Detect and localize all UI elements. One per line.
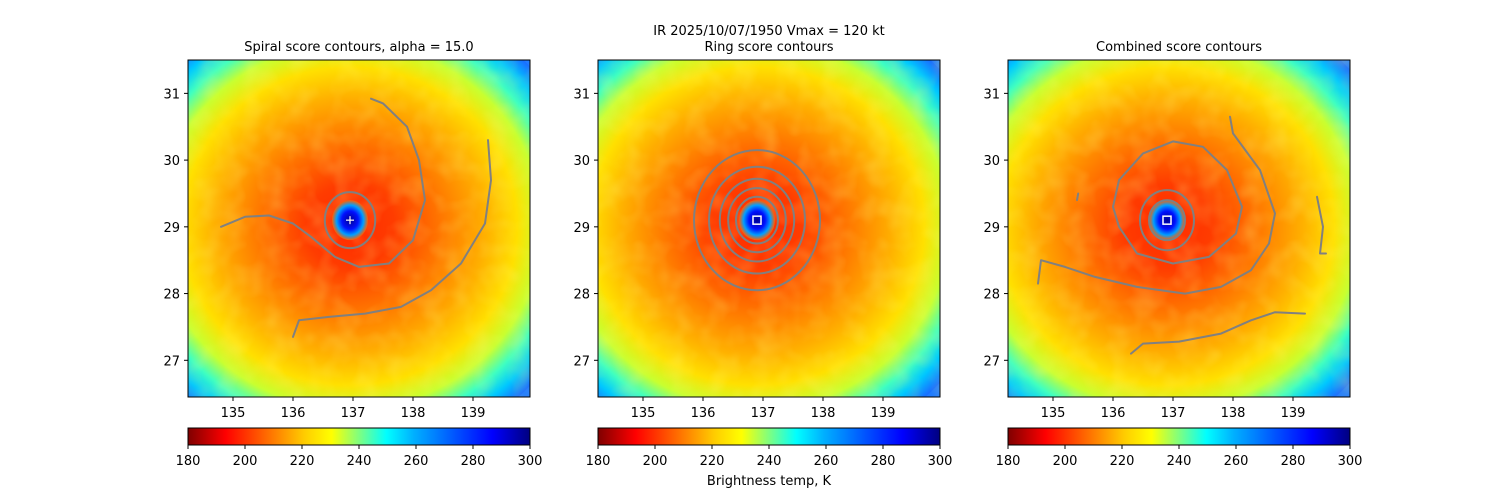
y-tick-label: 30	[163, 154, 180, 169]
storm-eye	[739, 200, 775, 241]
score-contours	[693, 149, 821, 292]
colorbar-tick-label: 200	[1053, 454, 1078, 469]
axes-frame	[1007, 59, 1351, 398]
ir-image	[598, 60, 940, 397]
x-tick-label: 138	[811, 406, 836, 421]
x-tick-label: 138	[401, 406, 426, 421]
y-tick-label: 29	[573, 221, 590, 236]
score-contours	[220, 97, 492, 338]
y-tick-label: 28	[163, 288, 180, 303]
colorbar-tick-label: 180	[586, 454, 611, 469]
y-tick-label: 31	[983, 87, 1000, 102]
contour-ring-3	[718, 177, 796, 263]
colorbar-tick-label: 300	[1338, 454, 1363, 469]
colorbar	[1007, 427, 1351, 446]
colorbar-label: Brightness temp, K	[707, 474, 832, 489]
x-tick-label: 137	[1161, 406, 1186, 421]
colorbar-tick-label: 280	[1281, 454, 1306, 469]
center-marker	[346, 216, 354, 225]
colorbar-tick-label: 200	[643, 454, 668, 469]
center-marker	[752, 215, 762, 225]
colorbar-tick-label: 280	[461, 454, 486, 469]
colorbar-tick-label: 300	[518, 454, 543, 469]
panel-title: Spiral score contours, alpha = 15.0	[244, 40, 473, 55]
x-tick-label: 135	[631, 406, 656, 421]
figure-suptitle: IR 2025/10/07/1950 Vmax = 120 kt	[653, 24, 884, 39]
x-tick-label: 138	[1221, 406, 1246, 421]
x-tick-label: 137	[751, 406, 776, 421]
center-marker	[1162, 215, 1172, 225]
colorbar-tick-label: 240	[1167, 454, 1192, 469]
axes-frame	[597, 59, 941, 398]
x-tick-label: 136	[1101, 406, 1126, 421]
colorbar-tick-label: 180	[996, 454, 1021, 469]
ir-image	[188, 60, 530, 397]
contour-spiral-5	[1316, 195, 1327, 255]
storm-eye	[1149, 200, 1185, 241]
y-tick-label: 28	[573, 288, 590, 303]
contour-ring-3	[323, 191, 377, 250]
colorbar	[597, 427, 941, 446]
colorbar-tick-label: 200	[233, 454, 258, 469]
panel-2: Ring score contours 135 136 137 138 139 27 28 29…	[573, 40, 953, 469]
panel-title: Ring score contours	[704, 40, 833, 55]
x-tick-label: 135	[221, 406, 246, 421]
colorbar-tick-label: 240	[347, 454, 372, 469]
contour-ring-4	[708, 165, 806, 275]
x-tick-label: 137	[341, 406, 366, 421]
colorbar-tick-label: 260	[404, 454, 429, 469]
y-tick-label: 30	[983, 154, 1000, 169]
colorbar-tick-label: 220	[1110, 454, 1135, 469]
colorbar-tick-label: 180	[176, 454, 201, 469]
y-tick-label: 29	[163, 221, 180, 236]
y-tick-label: 31	[573, 87, 590, 102]
contour-spiral-1	[220, 97, 426, 268]
contour-ring-1	[1148, 199, 1186, 242]
colorbar-tick-label: 260	[1224, 454, 1249, 469]
panel-3: Combined score contours 135 136 137 138 139 27…	[983, 40, 1363, 469]
score-contours	[1037, 115, 1327, 355]
contour-spiral-6	[1130, 311, 1306, 355]
x-tick-label: 139	[871, 406, 896, 421]
contour-spiral-2	[292, 139, 492, 338]
contour-ring-5	[693, 149, 821, 292]
x-tick-label: 135	[1041, 406, 1066, 421]
x-tick-label: 139	[1281, 406, 1306, 421]
colorbar	[187, 427, 531, 446]
y-tick-label: 29	[983, 221, 1000, 236]
y-tick-label: 31	[163, 87, 180, 102]
colorbar-tick-label: 280	[871, 454, 896, 469]
axes-frame	[187, 59, 531, 398]
y-tick-label: 27	[163, 354, 180, 369]
contour-ring-2	[1139, 189, 1195, 252]
y-tick-label: 27	[983, 354, 1000, 369]
y-tick-label: 27	[573, 354, 590, 369]
y-tick-label: 30	[573, 154, 590, 169]
x-tick-label: 136	[281, 406, 306, 421]
panel-title: Combined score contours	[1096, 40, 1262, 55]
panels: Spiral score contours, alpha = 15.0 135 13…	[163, 40, 1363, 469]
contour-spiral-7	[1076, 192, 1080, 202]
colorbar-tick-label: 260	[814, 454, 839, 469]
colorbar-tick-label: 300	[928, 454, 953, 469]
contour-ring-1	[735, 195, 779, 245]
colorbar-tick-label: 240	[757, 454, 782, 469]
ir-image	[1008, 60, 1350, 397]
x-tick-label: 139	[461, 406, 486, 421]
contour-ring-2	[727, 187, 787, 254]
colorbar-tick-label: 220	[700, 454, 725, 469]
panel-1: Spiral score contours, alpha = 15.0 135 13…	[163, 40, 543, 469]
y-tick-label: 28	[983, 288, 1000, 303]
contour-spiral-3	[1112, 140, 1243, 265]
contour-spiral-4	[1037, 115, 1276, 295]
x-tick-label: 136	[691, 406, 716, 421]
colorbar-tick-label: 220	[290, 454, 315, 469]
